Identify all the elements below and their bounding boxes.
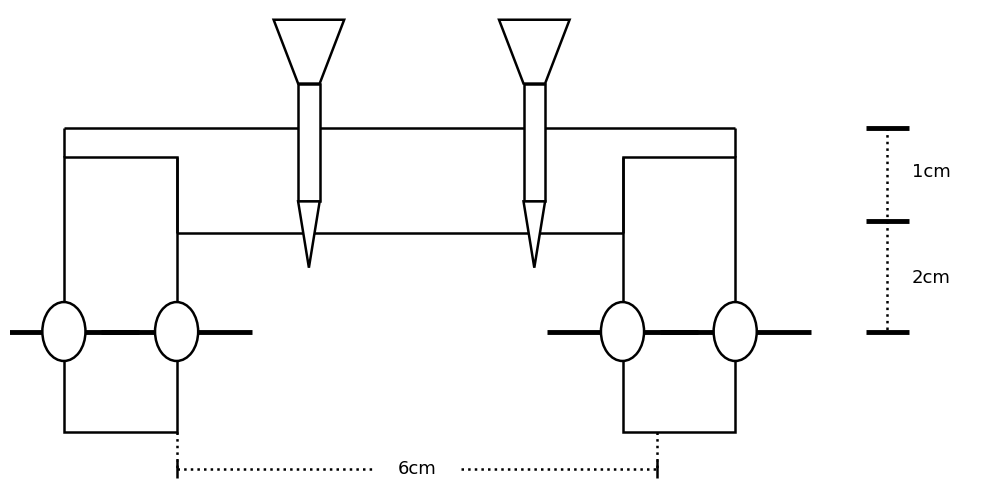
Polygon shape	[298, 201, 320, 268]
Polygon shape	[274, 20, 344, 84]
Bar	[298, 84, 320, 201]
Bar	[524, 84, 545, 201]
Ellipse shape	[601, 302, 644, 361]
Text: 2cm: 2cm	[912, 269, 950, 287]
Text: 1cm: 1cm	[912, 163, 950, 181]
Ellipse shape	[42, 302, 85, 361]
Text: 6cm: 6cm	[397, 460, 436, 478]
Bar	[622, 157, 735, 432]
Ellipse shape	[155, 302, 198, 361]
Polygon shape	[524, 201, 545, 268]
Polygon shape	[499, 20, 570, 84]
Ellipse shape	[714, 302, 757, 361]
Bar	[64, 157, 177, 432]
